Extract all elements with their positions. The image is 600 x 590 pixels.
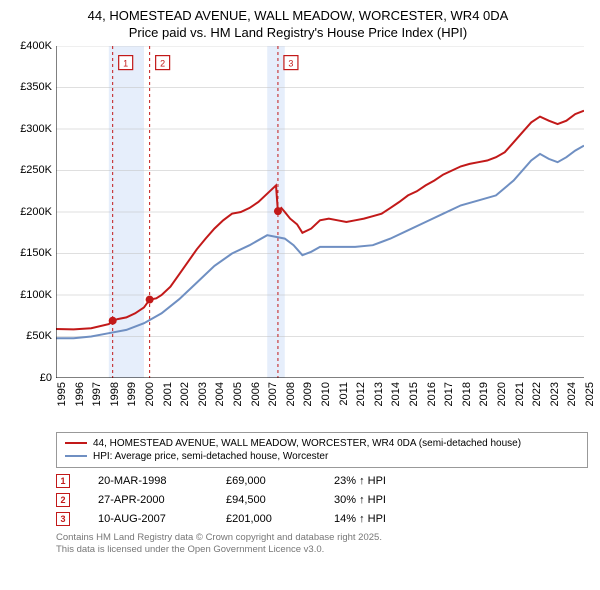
sale-hpi: 30% ↑ HPI bbox=[334, 494, 434, 506]
y-tick-label: £250K bbox=[20, 164, 52, 176]
x-tick-label: 2024 bbox=[566, 382, 578, 406]
sale-date: 27-APR-2000 bbox=[98, 494, 198, 506]
chart-title: 44, HOMESTEAD AVENUE, WALL MEADOW, WORCE… bbox=[8, 8, 588, 42]
sale-price: £94,500 bbox=[226, 494, 306, 506]
sale-marker-icon: 3 bbox=[56, 512, 70, 526]
sale-date: 20-MAR-1998 bbox=[98, 475, 198, 487]
sale-marker-number: 1 bbox=[123, 58, 128, 68]
chart-area: £0£50K£100K£150K£200K£250K£300K£350K£400… bbox=[8, 46, 588, 426]
plot-svg: 1 2 3 bbox=[56, 46, 584, 378]
plot-area: 1 2 3 bbox=[56, 46, 584, 378]
legend-item: HPI: Average price, semi-detached house,… bbox=[65, 450, 579, 463]
y-tick-label: £400K bbox=[20, 40, 52, 52]
y-axis: £0£50K£100K£150K£200K£250K£300K£350K£400… bbox=[8, 46, 56, 378]
y-tick-label: £50K bbox=[26, 330, 52, 342]
x-tick-label: 2011 bbox=[338, 382, 350, 406]
x-tick-label: 2012 bbox=[355, 382, 367, 406]
footer: Contains HM Land Registry data © Crown c… bbox=[56, 532, 588, 557]
y-tick-label: £100K bbox=[20, 289, 52, 301]
title-line-2: Price paid vs. HM Land Registry's House … bbox=[8, 25, 588, 42]
x-tick-label: 2006 bbox=[250, 382, 262, 406]
sale-price: £201,000 bbox=[226, 513, 306, 525]
x-axis: 1995 1996 1997 1998 1999 2000 2001 2002 2003 2004… bbox=[56, 378, 584, 426]
y-tick-label: £300K bbox=[20, 123, 52, 135]
x-tick-label: 2016 bbox=[426, 382, 438, 406]
x-tick-label: 2009 bbox=[302, 382, 314, 406]
sale-marker-number: 3 bbox=[288, 58, 293, 68]
sale-price: £69,000 bbox=[226, 475, 306, 487]
x-tick-label: 2019 bbox=[478, 382, 490, 406]
x-tick-label: 2015 bbox=[408, 382, 420, 406]
x-tick-label: 1996 bbox=[74, 382, 86, 406]
x-tick-label: 1995 bbox=[56, 382, 68, 406]
x-tick-label: 2007 bbox=[267, 382, 279, 406]
sale-marker-dot bbox=[109, 317, 117, 325]
x-tick-label: 2004 bbox=[214, 382, 226, 406]
title-line-1: 44, HOMESTEAD AVENUE, WALL MEADOW, WORCE… bbox=[8, 8, 588, 25]
legend-swatch bbox=[65, 455, 87, 457]
x-tick-label: 2021 bbox=[514, 382, 526, 406]
sale-row: 3 10-AUG-2007 £201,000 14% ↑ HPI bbox=[56, 512, 588, 526]
y-tick-label: £350K bbox=[20, 81, 52, 93]
sale-row: 1 20-MAR-1998 £69,000 23% ↑ HPI bbox=[56, 474, 588, 488]
legend-swatch bbox=[65, 442, 87, 444]
y-tick-label: £0 bbox=[40, 372, 52, 384]
legend-item: 44, HOMESTEAD AVENUE, WALL MEADOW, WORCE… bbox=[65, 437, 579, 450]
x-tick-label: 2001 bbox=[162, 382, 174, 406]
x-tick-label: 2000 bbox=[144, 382, 156, 406]
x-tick-label: 1999 bbox=[126, 382, 138, 406]
legend-label: HPI: Average price, semi-detached house,… bbox=[93, 451, 328, 462]
x-tick-label: 1998 bbox=[109, 382, 121, 406]
footer-line-1: Contains HM Land Registry data © Crown c… bbox=[56, 532, 588, 544]
sale-row: 2 27-APR-2000 £94,500 30% ↑ HPI bbox=[56, 493, 588, 507]
sales-table: 1 20-MAR-1998 £69,000 23% ↑ HPI 2 27-APR-2000… bbox=[56, 474, 588, 526]
legend-label: 44, HOMESTEAD AVENUE, WALL MEADOW, WORCE… bbox=[93, 438, 521, 449]
x-tick-label: 2008 bbox=[285, 382, 297, 406]
sale-marker-icon: 2 bbox=[56, 493, 70, 507]
y-tick-label: £150K bbox=[20, 247, 52, 259]
x-tick-label: 2002 bbox=[179, 382, 191, 406]
x-tick-label: 2022 bbox=[531, 382, 543, 406]
sale-hpi: 23% ↑ HPI bbox=[334, 475, 434, 487]
legend: 44, HOMESTEAD AVENUE, WALL MEADOW, WORCE… bbox=[56, 432, 588, 468]
x-tick-label: 2017 bbox=[443, 382, 455, 406]
footer-line-2: This data is licensed under the Open Gov… bbox=[56, 544, 588, 556]
y-tick-label: £200K bbox=[20, 206, 52, 218]
x-tick-label: 2014 bbox=[390, 382, 402, 406]
sale-marker-dot bbox=[274, 207, 282, 215]
x-tick-label: 2020 bbox=[496, 382, 508, 406]
x-tick-label: 2023 bbox=[549, 382, 561, 406]
chart-container: 44, HOMESTEAD AVENUE, WALL MEADOW, WORCE… bbox=[0, 0, 600, 590]
x-tick-label: 2013 bbox=[373, 382, 385, 406]
x-tick-label: 1997 bbox=[91, 382, 103, 406]
x-tick-label: 2003 bbox=[197, 382, 209, 406]
x-tick-label: 2010 bbox=[320, 382, 332, 406]
x-tick-label: 2018 bbox=[461, 382, 473, 406]
x-tick-label: 2025 bbox=[584, 382, 596, 406]
sale-hpi: 14% ↑ HPI bbox=[334, 513, 434, 525]
x-tick-label: 2005 bbox=[232, 382, 244, 406]
sale-marker-number: 2 bbox=[160, 58, 165, 68]
sale-date: 10-AUG-2007 bbox=[98, 513, 198, 525]
sale-marker-icon: 1 bbox=[56, 474, 70, 488]
sale-marker-dot bbox=[146, 295, 154, 303]
